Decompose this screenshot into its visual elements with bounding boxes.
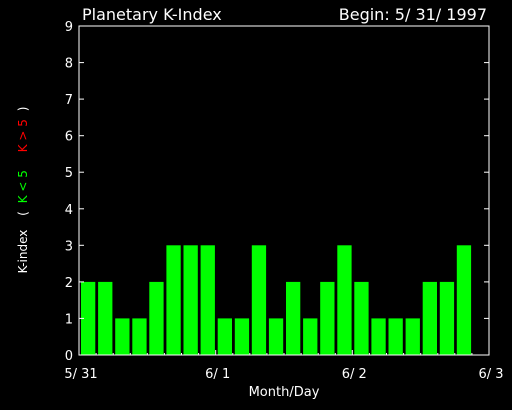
y-axis-ticks: 0 1 2 3 4 5 6 7 8 9 — [65, 20, 489, 364]
kindex-bar-10 — [234, 318, 250, 355]
kindex-bar-8 — [200, 245, 215, 355]
kindex-bar-5 — [149, 281, 164, 355]
kindex-bar-16 — [337, 245, 352, 355]
kindex-bar-2 — [98, 281, 113, 355]
kindex-bar-11 — [251, 245, 267, 355]
kindex-bar-21 — [422, 281, 437, 355]
y-tick-label-1: 1 — [65, 312, 73, 327]
kindex-bar-1 — [81, 281, 96, 355]
x-tick-label-3: 6/ 3 — [478, 367, 503, 382]
kindex-bar-17 — [354, 281, 369, 355]
kindex-bar-22 — [439, 281, 455, 355]
kindex-bar-4 — [132, 318, 147, 355]
y-tick-label-8: 8 — [65, 57, 73, 72]
y-tick-label-2: 2 — [65, 276, 73, 291]
y-axis-label-high: K > 5 — [16, 119, 30, 152]
kindex-bar-13 — [286, 281, 301, 355]
y-tick-label-7: 7 — [65, 93, 73, 108]
y-tick-label-3: 3 — [65, 239, 73, 254]
x-tick-label-0: 5/ 31 — [64, 367, 97, 382]
chart-subtitle: Begin: 5/ 31/ 1997 — [339, 5, 487, 24]
kindex-bar-14 — [303, 318, 318, 355]
x-tick-label-1: 6/ 1 — [205, 367, 230, 382]
kindex-bar-19 — [388, 318, 403, 355]
y-axis-label: K-index ( K < 5 K > 5 ) — [16, 107, 30, 274]
svg-text:K-index ( K < 5: K-index ( K < 5 K > 5 ) — [16, 107, 30, 274]
kindex-bar-6 — [166, 245, 181, 355]
kindex-bar-18 — [371, 318, 386, 355]
chart-title: Planetary K-Index — [82, 5, 222, 24]
y-axis-label-prefix: K-index — [16, 230, 30, 274]
y-tick-label-6: 6 — [65, 130, 73, 145]
y-axis-label-low: K < 5 — [16, 170, 30, 203]
kindex-bar-7 — [183, 245, 198, 355]
kindex-bar-3 — [115, 318, 130, 355]
kindex-bar-12 — [268, 318, 284, 355]
x-tick-label-2: 6/ 2 — [342, 367, 367, 382]
bar-layer — [81, 245, 472, 355]
kindex-bar-9 — [217, 318, 232, 355]
y-axis-label-close-paren: ) — [16, 107, 30, 112]
kindex-bar-20 — [405, 318, 420, 355]
y-tick-label-9: 9 — [65, 20, 73, 35]
y-axis-label-open-paren: ( — [16, 211, 30, 216]
y-tick-label-0: 0 — [65, 349, 73, 364]
x-axis-ticks: 5/ 31 6/ 1 6/ 2 6/ 3 — [64, 350, 504, 382]
kindex-bar-15 — [320, 281, 335, 355]
x-axis-label: Month/Day — [249, 385, 320, 400]
y-tick-label-4: 4 — [65, 203, 73, 218]
kindex-bar-23 — [456, 245, 472, 355]
y-tick-label-5: 5 — [65, 166, 73, 181]
